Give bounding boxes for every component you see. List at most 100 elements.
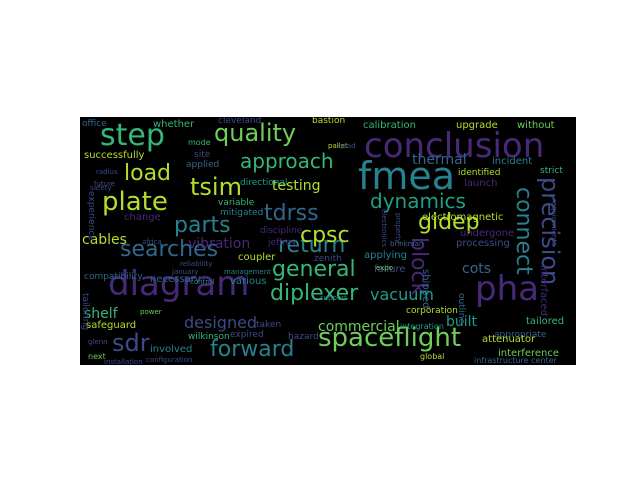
cloud-word: forward [210, 337, 295, 362]
word-cloud: diagram conclusion pha fmea step quality space… [80, 117, 576, 365]
cloud-word: global [420, 352, 445, 361]
cloud-word: strict [540, 166, 563, 176]
cloud-word: whether [153, 119, 195, 130]
cloud-word: discipline [260, 226, 303, 236]
cloud-word: mode [188, 138, 211, 147]
cloud-word: necessary [150, 274, 201, 285]
cloud-word: load [124, 161, 172, 186]
cloud-word: thermal [412, 152, 467, 168]
cloud-word: cleveland [218, 117, 262, 126]
cloud-word: pha [475, 269, 539, 309]
cloud-word: plate [102, 187, 168, 217]
cloud-word: power [140, 308, 162, 316]
cloud-word: safeguard [86, 320, 137, 331]
cloud-word: directional [240, 178, 288, 188]
cloud-word: shelf [84, 306, 118, 322]
cloud-word: vibration [188, 236, 251, 252]
cloud-word: safety [90, 184, 112, 192]
cloud-word: spaceflight [318, 323, 462, 353]
cloud-word: applied [186, 160, 220, 170]
cloud-word: commercial [318, 319, 400, 335]
cloud-word: tsim [190, 173, 242, 201]
cloud-word: corporation [406, 306, 458, 316]
cloud-word: launch [464, 178, 498, 189]
cloud-word: shipped [420, 269, 431, 309]
cloud-word: radius [96, 168, 118, 176]
cloud-word: diagram [108, 264, 250, 304]
cloud-word: management [224, 268, 271, 276]
cloud-word: next [88, 352, 106, 361]
cloud-word: cables [82, 232, 127, 248]
cloud-word: expired [230, 330, 264, 340]
cloud-word: tdrss [264, 201, 319, 226]
cloud-word: bastion [312, 117, 346, 126]
cloud-word: general [272, 257, 356, 282]
cloud-word: various [230, 276, 267, 287]
cloud-word: integration [400, 322, 444, 331]
cloud-word: expo [376, 264, 394, 272]
cloud-word: office [82, 119, 107, 129]
cloud-word: quad [338, 142, 356, 150]
cloud-word: connect [511, 187, 536, 275]
cloud-word: site [194, 150, 211, 160]
cloud-word: cots [462, 261, 492, 277]
cloud-word: zenith [314, 254, 342, 264]
cloud-word: processing [456, 238, 510, 249]
cloud-word: requirements [550, 199, 558, 246]
cloud-word: return [278, 233, 346, 258]
cloud-word: installation [104, 358, 143, 366]
cloud-word: outline [456, 293, 466, 324]
cloud-word: electronics [380, 209, 388, 248]
cloud-word: without [517, 120, 555, 131]
cloud-word: coupler [238, 252, 276, 263]
cloud-word: incident [492, 156, 533, 167]
cloud-word: variable [218, 198, 255, 208]
cloud-word: interfaced [538, 265, 549, 316]
cloud-word: built [446, 314, 478, 330]
cloud-word: wilkinson [188, 332, 230, 342]
cloud-word: designed [184, 313, 258, 332]
cloud-word: property [394, 213, 402, 243]
cloud-word: vacuum [370, 285, 434, 304]
cloud-word: applying [364, 250, 407, 261]
cloud-word: january [172, 268, 199, 276]
cloud-word: diplexer [270, 281, 359, 306]
cloud-word: failure [374, 264, 406, 275]
cloud-word: cpsc [300, 223, 350, 248]
cloud-word: block [406, 237, 431, 296]
cloud-word: searches [120, 237, 219, 262]
cloud-word: identified [458, 168, 501, 178]
cloud-word: appropriate [494, 330, 547, 340]
cloud-word: step [100, 118, 165, 153]
cloud-word: approach [240, 149, 334, 173]
cloud-word: africa [142, 238, 162, 246]
cloud-word: support [320, 294, 347, 302]
cloud-word: pallet [328, 142, 348, 150]
cloud-word: configuration [146, 356, 193, 364]
cloud-word: testing [272, 178, 321, 194]
cloud-word: reliability [180, 260, 213, 268]
cloud-word: parts [174, 213, 231, 238]
cloud-word: control [190, 278, 215, 286]
cloud-word: future [94, 180, 116, 188]
cloud-word: change [124, 212, 161, 223]
cloud-word: compatibility [84, 272, 143, 282]
cloud-word: involved [150, 344, 193, 355]
cloud-word: dynamics [370, 189, 466, 213]
cloud-word: mitigated [220, 208, 264, 218]
cloud-word: brinkman [390, 240, 424, 248]
cloud-word: interference [498, 348, 560, 359]
cloud-word: infrastructure center [474, 356, 557, 365]
cloud-word: precision [536, 177, 564, 286]
cloud-word: hazard [288, 332, 319, 342]
cloud-word: attenuator [482, 334, 536, 345]
cloud-word: glenn [88, 338, 108, 346]
cloud-word: taken [256, 320, 282, 330]
cloud-word: calibration [363, 120, 416, 131]
cloud-word: upgrade [456, 120, 498, 131]
cloud-word: successfully [84, 150, 145, 161]
cloud-word: conclusion [364, 126, 545, 166]
cloud-word: fmea [358, 154, 456, 198]
cloud-word: gidep [418, 210, 480, 235]
cloud-word: electromagnetic [422, 212, 504, 223]
